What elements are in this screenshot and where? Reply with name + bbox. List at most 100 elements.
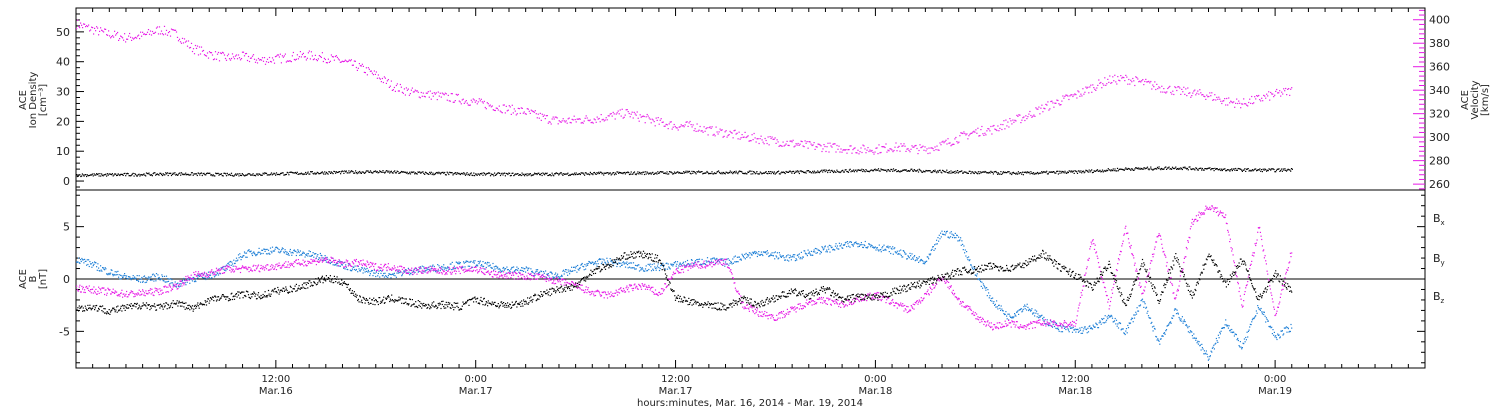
by-series-point: [661, 264, 663, 266]
by-series-point: [982, 287, 984, 289]
velocity-series-point: [171, 29, 174, 31]
by-series-point: [254, 253, 256, 255]
velocity-series-point: [227, 53, 230, 55]
by-series-point: [464, 266, 466, 268]
velocity-series-point: [738, 131, 740, 133]
bz-series-point: [241, 266, 243, 269]
by-series-point: [869, 244, 871, 246]
by-series-point: [1249, 326, 1251, 328]
density-series-point: [335, 172, 337, 174]
by-series-point: [766, 253, 768, 255]
by-series-point: [554, 273, 556, 276]
by-series-point: [581, 263, 583, 265]
density-series-point: [666, 171, 668, 173]
density-series-point: [667, 173, 669, 175]
b-tick-label: 5: [63, 221, 70, 234]
by-series-point: [796, 259, 798, 261]
velocity-series-point: [350, 59, 352, 61]
by-series-point: [372, 275, 374, 277]
bz-series-point: [173, 283, 175, 285]
bz-series-point: [173, 285, 176, 287]
by-series-point: [1102, 322, 1104, 324]
by-series-point: [701, 258, 703, 261]
by-series-point: [243, 251, 246, 253]
density-series-point: [96, 173, 98, 176]
bz-series-point: [94, 292, 96, 294]
density-series-point: [722, 173, 724, 175]
density-series-point: [766, 172, 768, 174]
density-series-point: [505, 172, 507, 175]
velocity-series-point: [1058, 103, 1060, 105]
velocity-series-point: [595, 121, 597, 123]
by-series-point: [320, 254, 322, 256]
by-series-point: [157, 277, 160, 279]
velocity-series-point: [1119, 80, 1121, 82]
velocity-series-point: [735, 133, 737, 135]
velocity-series-point: [1155, 88, 1157, 91]
by-series-point: [1179, 320, 1181, 322]
by-series-point: [477, 260, 479, 263]
density-series-point: [556, 172, 558, 174]
density-series-point: [376, 170, 378, 173]
density-series-point: [929, 170, 931, 172]
velocity-series-point: [372, 74, 374, 76]
velocity-series-point: [167, 32, 170, 34]
density-series-point: [1014, 172, 1016, 174]
by-series-point: [599, 258, 601, 260]
by-series-point: [776, 252, 778, 254]
by-series-point: [619, 266, 621, 268]
by-series-point: [1197, 340, 1199, 342]
by-series-point: [814, 251, 816, 253]
velocity-series-point: [995, 129, 997, 131]
density-series-point: [520, 174, 522, 177]
velocity-series-point: [398, 90, 400, 92]
density-series-point: [427, 173, 429, 175]
by-series-point: [373, 269, 375, 271]
by-series-point: [246, 256, 248, 258]
velocity-series-point: [300, 56, 302, 58]
velocity-series-point: [406, 89, 408, 91]
velocity-series-point: [487, 103, 489, 105]
by-series-point: [541, 270, 543, 273]
density-series-point: [1172, 167, 1174, 169]
by-series-point: [443, 268, 445, 270]
density-series-point: [420, 172, 422, 174]
velocity-series-point: [128, 35, 130, 37]
density-series-point: [240, 174, 242, 176]
density-series-point: [922, 171, 924, 173]
by-series-point: [1051, 326, 1054, 328]
density-series-point: [521, 172, 523, 174]
density-series-point: [447, 172, 449, 174]
velocity-series-point: [1130, 79, 1132, 81]
bz-series-point: [249, 266, 251, 269]
density-series-point: [750, 173, 752, 175]
velocity-series-point: [1038, 106, 1040, 108]
by-series-point: [704, 263, 706, 265]
density-series-point: [302, 173, 304, 176]
bz-series-point: [209, 272, 212, 274]
velocity-series-point: [1189, 92, 1191, 94]
by-series-point: [1028, 309, 1030, 312]
velocity-series-point: [558, 120, 560, 122]
by-series-point: [816, 248, 818, 250]
velocity-series-point: [100, 27, 102, 29]
by-series-point: [475, 264, 477, 266]
velocity-series-point: [1154, 81, 1156, 83]
velocity-series-point: [1269, 99, 1271, 101]
by-series-point: [94, 261, 96, 263]
by-series-point: [551, 273, 553, 275]
density-series-point: [309, 173, 311, 175]
density-series-point: [213, 175, 215, 177]
by-series-point: [744, 253, 746, 256]
bz-series-point: [212, 274, 214, 276]
velocity-series-point: [864, 148, 866, 150]
by-series-point: [235, 257, 238, 259]
density-series-point: [1167, 167, 1169, 169]
density-series-point: [651, 172, 653, 174]
velocity-series-point: [1109, 75, 1111, 77]
by-series-point: [822, 249, 824, 251]
by-series-point: [1241, 347, 1243, 349]
density-series-point: [1190, 168, 1192, 170]
bz-series-point: [239, 271, 242, 274]
by-series-point: [258, 247, 260, 249]
